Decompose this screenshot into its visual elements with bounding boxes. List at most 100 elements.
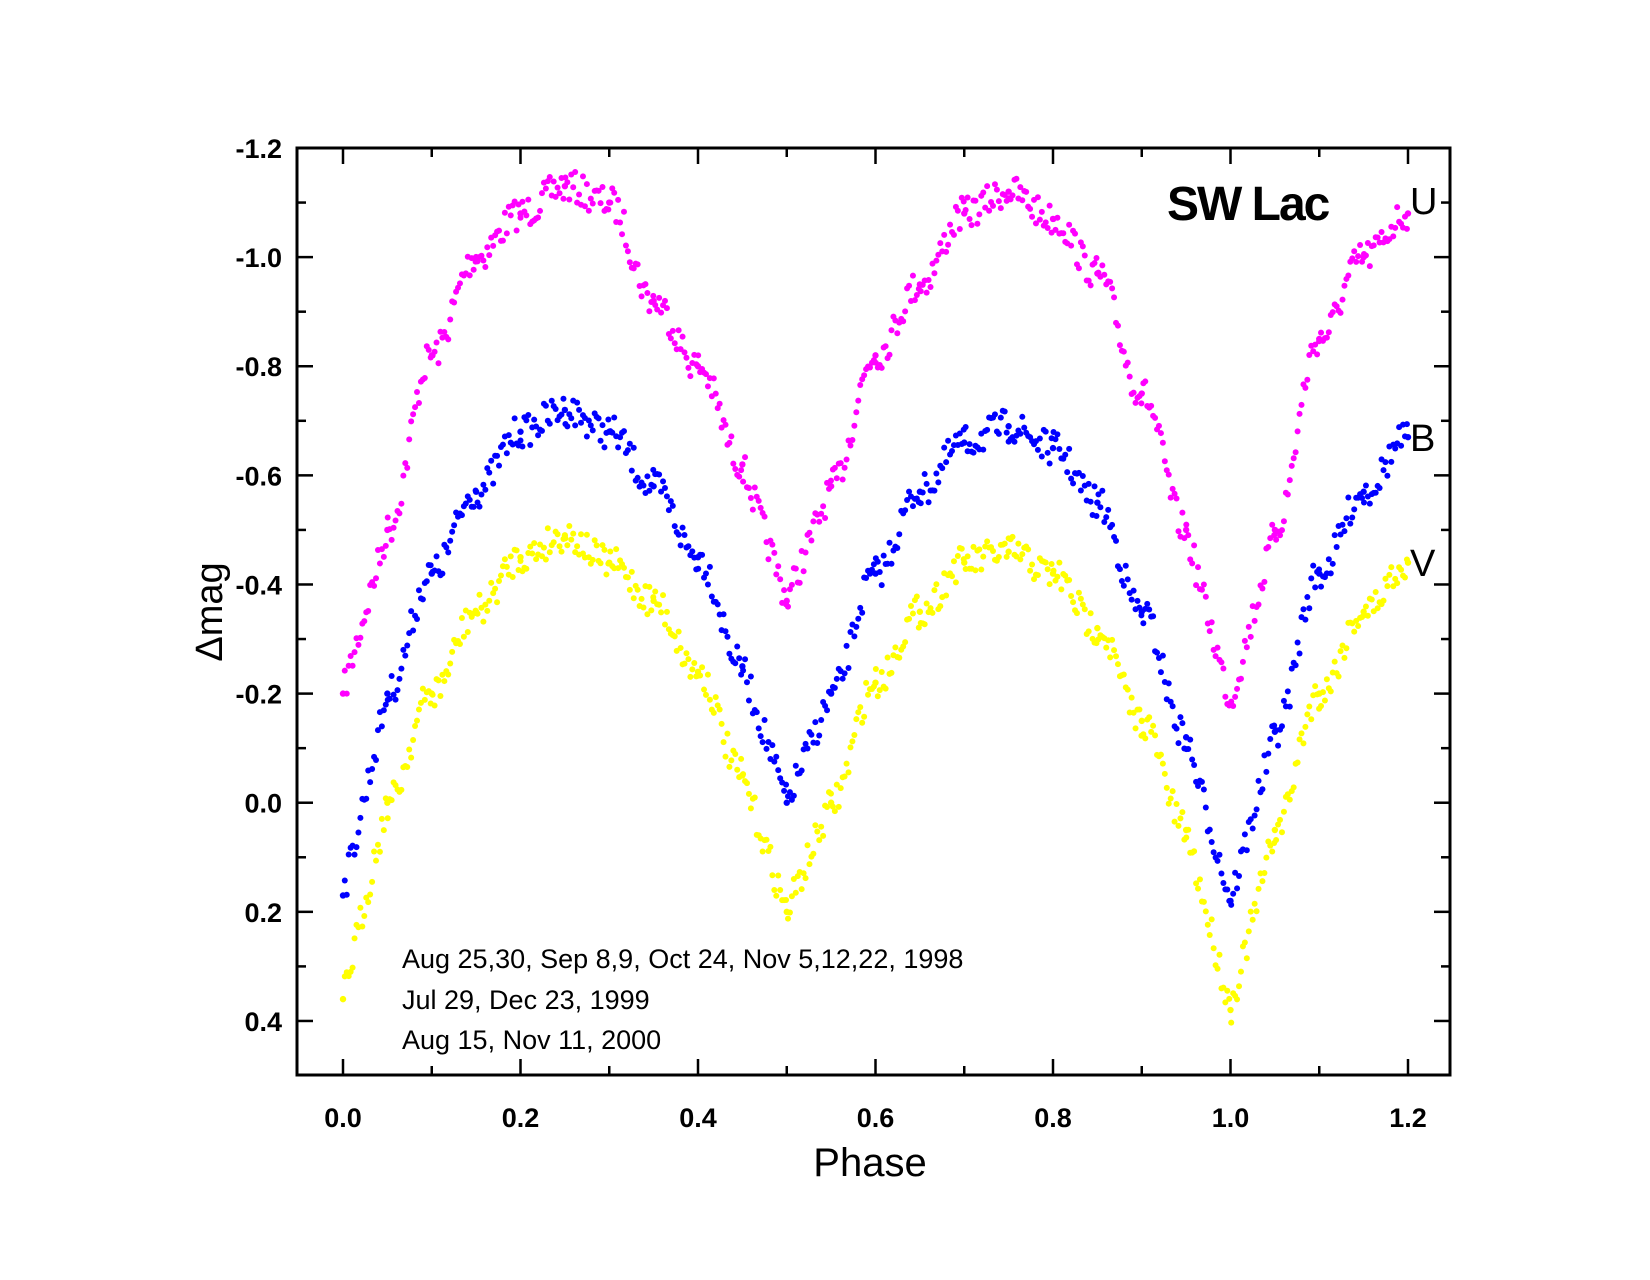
data-point-v [554, 531, 561, 538]
data-point-b [1271, 728, 1279, 735]
data-point-v [671, 633, 678, 640]
data-point-v [1068, 593, 1075, 600]
data-point-u [663, 305, 670, 312]
data-point-b [1042, 428, 1049, 435]
data-point-u [1202, 593, 1209, 600]
x-tick-labels: 0.0 0.2 0.4 0.6 0.8 1.0 1.2 [324, 1103, 1427, 1133]
data-point-b [574, 399, 581, 406]
data-point-b [739, 663, 746, 670]
data-point-u [1316, 335, 1323, 343]
data-point-v [410, 736, 417, 743]
data-point-u [630, 265, 637, 272]
data-point-b [1300, 606, 1307, 613]
data-point-u [933, 257, 940, 264]
data-point-v [373, 857, 380, 864]
data-point-v [1237, 968, 1244, 975]
data-point-b [423, 578, 430, 585]
data-point-u [1101, 271, 1108, 278]
data-point-b [1085, 480, 1092, 487]
data-point-v [656, 601, 663, 608]
data-point-v [408, 754, 415, 761]
data-point-u [749, 506, 756, 513]
data-point-v [1132, 725, 1139, 732]
data-point-v [1275, 821, 1282, 828]
data-point-b [363, 795, 370, 802]
data-point-v [872, 665, 879, 672]
data-point-u [576, 191, 583, 198]
data-point-b [1195, 782, 1202, 789]
data-point-v [1111, 647, 1118, 654]
data-point-b [527, 442, 534, 449]
data-point-b [933, 470, 940, 477]
data-point-v [716, 706, 723, 713]
data-point-u [1345, 272, 1352, 279]
data-point-b [1064, 469, 1071, 476]
data-point-u [822, 515, 829, 522]
data-point-v [916, 608, 924, 615]
chart-title: SW Lac [1167, 178, 1330, 231]
data-point-b [367, 779, 374, 786]
data-point-b [1097, 504, 1104, 511]
data-point-u [1198, 586, 1205, 593]
data-point-u [947, 221, 954, 228]
data-point-u [661, 297, 668, 304]
data-point-b [949, 447, 956, 454]
data-point-v [1182, 826, 1190, 834]
data-point-v [503, 563, 510, 570]
y-axis-label: Δmag [189, 562, 231, 661]
data-point-u [1296, 410, 1303, 417]
data-point-v [1114, 661, 1121, 668]
data-point-v [1109, 636, 1116, 643]
data-point-u [396, 510, 403, 517]
data-point-b [702, 570, 709, 577]
data-point-v [913, 593, 920, 600]
data-point-v [728, 757, 735, 764]
y-tick-label: 0.2 [244, 898, 282, 928]
data-point-u [761, 513, 768, 520]
data-point-v [378, 815, 385, 822]
data-point-u [950, 231, 957, 238]
data-point-b [384, 690, 391, 697]
data-point-b [1398, 442, 1405, 449]
data-point-v [1337, 648, 1344, 655]
data-point-b [1227, 897, 1234, 905]
data-point-b [720, 611, 727, 618]
data-point-b [855, 615, 862, 622]
data-point-u [695, 352, 702, 359]
data-point-u [1325, 329, 1332, 336]
data-point-u [687, 373, 694, 380]
data-point-u [736, 473, 743, 480]
data-point-v [1077, 595, 1084, 602]
data-point-v [603, 571, 610, 578]
data-point-v [1277, 816, 1284, 823]
data-point-v [1216, 951, 1223, 958]
data-point-v [833, 781, 840, 788]
data-point-v [568, 536, 575, 543]
data-point-v [824, 804, 831, 811]
data-point-b [708, 593, 715, 600]
data-point-u [900, 318, 907, 325]
data-point-u [376, 560, 383, 567]
data-point-b [714, 601, 721, 608]
data-point-u [935, 251, 942, 258]
data-point-b [394, 687, 401, 694]
data-point-u [1126, 373, 1133, 380]
data-point-u [747, 494, 754, 501]
data-point-b [476, 503, 483, 510]
data-point-u [820, 503, 827, 510]
data-point-b [886, 539, 893, 546]
data-point-v [1401, 574, 1408, 581]
data-point-v [634, 586, 641, 593]
data-point-v [1351, 628, 1358, 635]
data-point-b [961, 439, 968, 446]
data-point-v [702, 691, 709, 698]
data-point-b [369, 766, 376, 773]
data-point-u [773, 571, 780, 578]
data-point-u [1392, 224, 1399, 231]
data-point-u [990, 202, 997, 209]
data-point-u [456, 280, 463, 287]
data-point-v [1019, 551, 1026, 558]
data-point-b [1384, 472, 1391, 479]
data-point-u [1378, 228, 1385, 235]
data-point-v [1027, 567, 1034, 574]
